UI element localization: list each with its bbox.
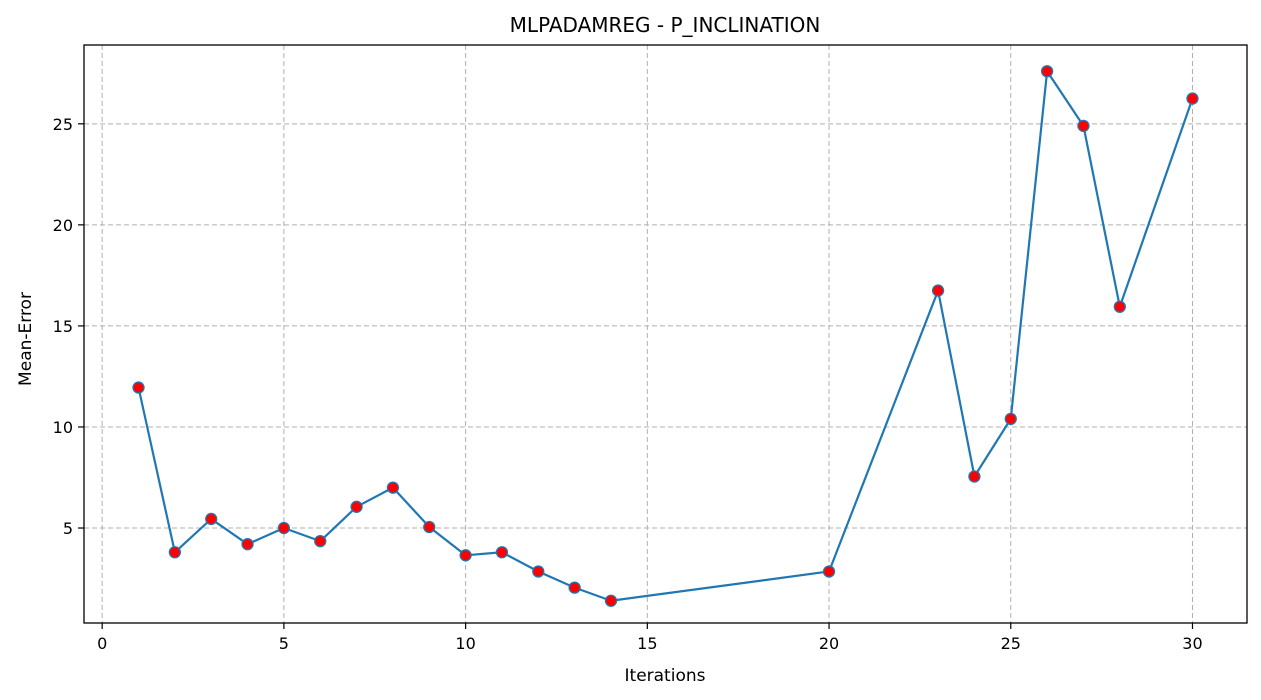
x-axis-ticks: 0 5 10 15 20 25 30 xyxy=(97,623,1203,653)
data-point xyxy=(205,512,218,526)
y-axis-label: Mean-Error xyxy=(16,292,36,386)
data-point xyxy=(1004,412,1017,426)
data-point xyxy=(1077,119,1090,132)
grid xyxy=(84,45,1247,623)
y-tick-label: 10 xyxy=(53,418,73,437)
data-point xyxy=(568,581,581,594)
y-tick-label: 20 xyxy=(53,216,73,235)
data-point xyxy=(1113,300,1126,313)
y-axis-ticks: 5 10 15 20 25 xyxy=(53,115,84,538)
data-point xyxy=(1040,65,1054,78)
y-tick-label: 15 xyxy=(53,317,73,336)
data-point xyxy=(459,549,472,562)
x-tick-label: 5 xyxy=(279,634,289,653)
chart-title: MLPADAMREG - P_INCLINATION xyxy=(510,13,821,37)
series-line xyxy=(137,70,1194,602)
data-point xyxy=(1186,92,1199,105)
x-tick-label: 20 xyxy=(819,634,839,653)
data-point xyxy=(168,546,182,559)
data-point xyxy=(931,284,945,297)
data-point xyxy=(604,594,618,607)
data-point xyxy=(423,520,436,534)
x-tick-label: 15 xyxy=(637,634,657,653)
plot-frame xyxy=(83,44,1248,624)
data-point xyxy=(495,546,509,559)
data-point xyxy=(241,538,254,551)
data-point xyxy=(968,470,981,483)
data-point xyxy=(350,500,363,513)
data-point xyxy=(314,535,327,548)
x-tick-label: 0 xyxy=(97,634,107,653)
x-axis-label: Iterations xyxy=(625,666,706,686)
y-tick-label: 25 xyxy=(53,115,73,134)
data-point xyxy=(132,381,145,394)
x-tick-label: 30 xyxy=(1182,634,1202,653)
x-tick-label: 10 xyxy=(455,634,475,653)
data-point xyxy=(532,565,545,578)
x-tick-label: 25 xyxy=(1001,634,1021,653)
series-layer xyxy=(132,65,1199,607)
data-point xyxy=(386,481,400,494)
data-point xyxy=(822,565,836,578)
y-tick-label: 5 xyxy=(63,519,73,538)
data-point xyxy=(277,521,291,535)
